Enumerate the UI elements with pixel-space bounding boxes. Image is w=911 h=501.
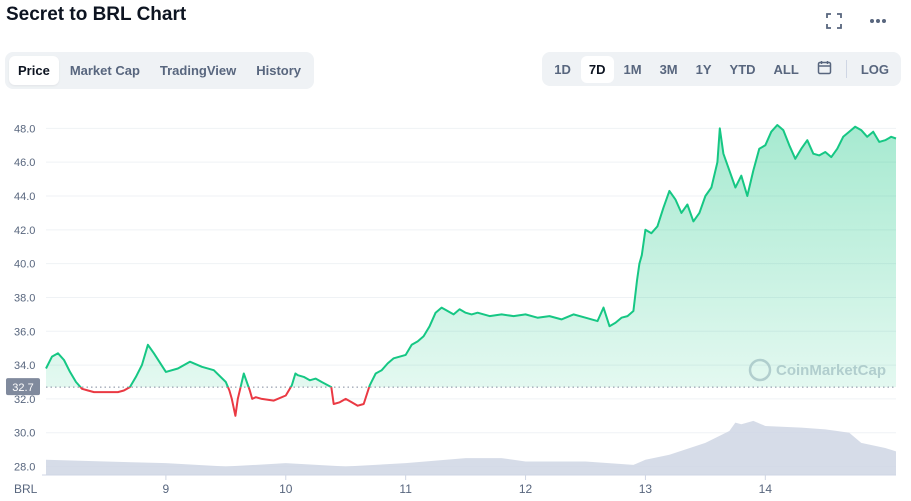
y-axis: 28.0 30.0 32.0 34.0 36.0 38.0 40.0 42.0 44.0 46.0… (14, 123, 35, 473)
x-tick-label-0: 9 (163, 482, 170, 496)
page-title: Secret to BRL Chart (6, 4, 187, 25)
y-tick-label-8: 44.0 (14, 191, 35, 203)
header-actions (823, 10, 889, 32)
x-tick-label-1: 10 (279, 482, 293, 496)
y-tick-label-3: 34.0 (14, 360, 35, 372)
tab-tradingview[interactable]: TradingView (159, 63, 237, 78)
volume-path (46, 420, 896, 475)
chart-tabs: Price Market Cap TradingView History (5, 52, 315, 89)
tab-market-cap[interactable]: Market Cap (69, 63, 140, 78)
y-tick-label-7: 42.0 (14, 225, 35, 237)
tab-price[interactable]: Price (9, 56, 59, 85)
log-scale-toggle[interactable]: LOG (860, 61, 889, 77)
y-tick-label-5: 38.0 (14, 292, 35, 304)
price-line-up (45, 124, 897, 388)
x-tick-label-5: 14 (759, 482, 773, 496)
range-7d[interactable]: 7D (580, 55, 614, 83)
y-tick-label-6: 40.0 (14, 259, 35, 271)
range-ytd[interactable]: YTD (729, 61, 756, 77)
x-axis: BRL 9 10 11 12 13 14 (14, 474, 896, 496)
range-1m[interactable]: 1M (623, 61, 642, 77)
x-tick-label-2: 11 (399, 482, 412, 496)
y-tick-label-2: 32.0 (14, 394, 35, 406)
y-tick-label-4: 36.0 (14, 326, 35, 338)
tab-history[interactable]: History (256, 63, 302, 78)
fullscreen-icon[interactable] (823, 10, 845, 32)
x-tick-label-4: 13 (639, 482, 653, 496)
more-horizontal-icon[interactable] (867, 10, 889, 32)
range-divider (845, 60, 847, 78)
y-tick-label-10: 48.0 (14, 123, 35, 135)
calendar-icon[interactable] (809, 54, 840, 84)
reference-price-label: 32.7 (12, 382, 33, 394)
x-tick-label-3: 12 (519, 482, 533, 496)
time-range-selector: 1D 7D 1M 3M 1Y YTD ALL LOG (542, 52, 901, 86)
price-area-up (46, 125, 896, 388)
y-tick-label-0: 28.0 (14, 462, 35, 474)
range-3m[interactable]: 3M (659, 61, 678, 77)
price-area-fill (46, 125, 896, 388)
range-all[interactable]: ALL (773, 61, 799, 77)
reference-price-badge (6, 378, 40, 396)
price-series (45, 124, 897, 417)
y-tick-label-1: 30.0 (14, 428, 35, 440)
volume-area (46, 420, 896, 475)
range-1d[interactable]: 1D (554, 61, 571, 77)
reference-price-line: 32.7 (6, 378, 896, 396)
range-1y[interactable]: 1Y (695, 61, 712, 77)
y-tick-label-9: 46.0 (14, 157, 35, 169)
currency-label: BRL (14, 482, 38, 496)
